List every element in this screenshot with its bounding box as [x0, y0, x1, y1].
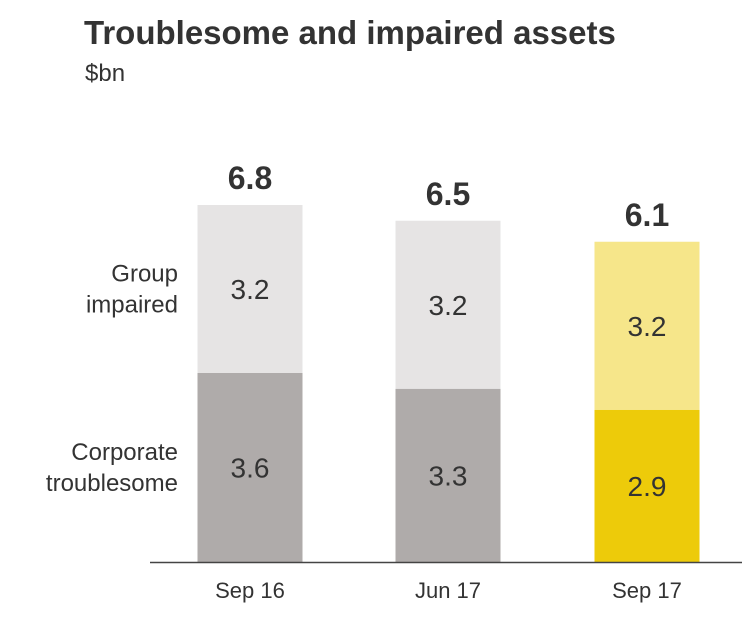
- legend-label: Corporate: [71, 439, 178, 466]
- chart-subtitle: $bn: [85, 60, 126, 87]
- chart-title: Troublesome and impaired assets: [84, 14, 616, 51]
- segment-value-label: 3.6: [231, 453, 270, 484]
- bar-segment-corporate-troublesome-3: [594, 409, 700, 562]
- legend-label: troublesome: [46, 470, 178, 497]
- segment-value-label: 3.2: [231, 274, 270, 305]
- bar-total-label: 6.8: [228, 160, 272, 196]
- x-tick-label: Sep 16: [215, 578, 285, 603]
- segment-value-label: 3.3: [429, 460, 468, 491]
- segment-value-label: 3.2: [429, 290, 468, 321]
- bar-segment-group-impaired-1: [197, 205, 303, 373]
- bar-segment-corporate-troublesome-1: [197, 373, 303, 562]
- x-tick-label: Sep 17: [612, 578, 682, 603]
- bar-total-label: 6.1: [625, 197, 669, 233]
- bar-segment-group-impaired-3: [594, 241, 700, 410]
- legend-label: impaired: [86, 292, 178, 319]
- segment-value-label: 2.9: [628, 471, 667, 502]
- x-tick-label: Jun 17: [415, 578, 481, 603]
- legend-label: Group: [111, 261, 178, 288]
- segment-value-label: 3.2: [628, 311, 667, 342]
- bar-segment-corporate-troublesome-2: [395, 388, 501, 562]
- bar-segment-group-impaired-2: [395, 220, 501, 389]
- bar-total-label: 6.5: [426, 176, 470, 212]
